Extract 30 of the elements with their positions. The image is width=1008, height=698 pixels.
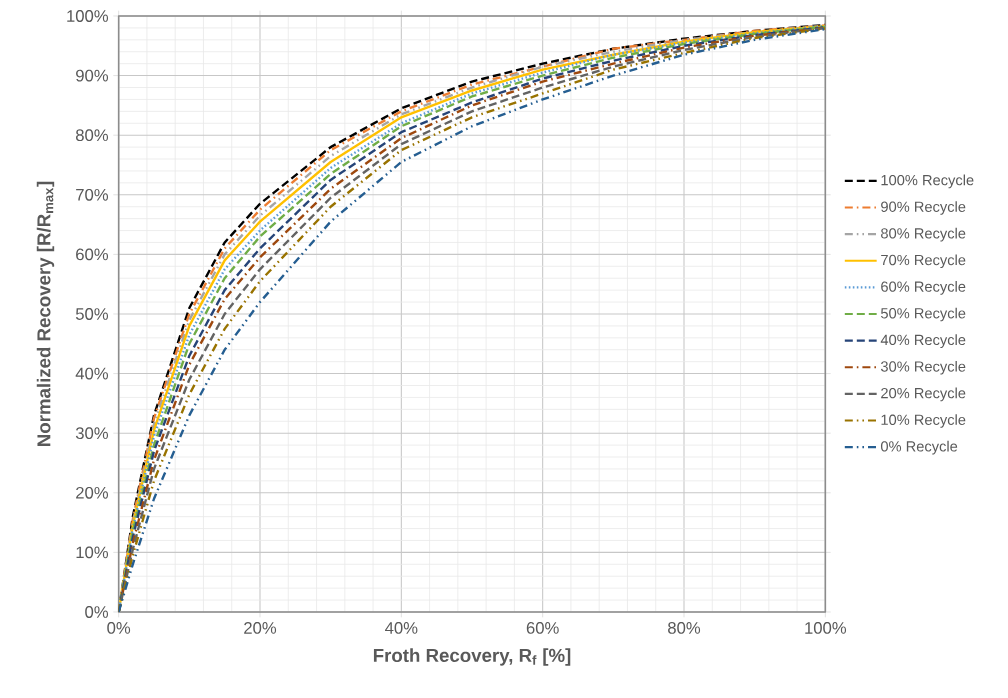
legend-label: 80% Recycle xyxy=(881,227,966,242)
x-tick-label: 100% xyxy=(805,622,847,634)
legend-label: 70% Recycle xyxy=(881,254,966,269)
y-tick-label: 0% xyxy=(85,606,109,618)
legend-label: 60% Recycle xyxy=(881,281,966,295)
x-tick-label: 40% xyxy=(385,622,418,634)
x-tick-label: 80% xyxy=(668,622,701,634)
x-tick-label: 20% xyxy=(244,622,277,634)
legend-label: 10% Recycle xyxy=(881,414,966,428)
legend-label: 0% Recycle xyxy=(880,440,958,455)
legend-label: 30% Recycle xyxy=(880,360,966,375)
y-tick-label: 90% xyxy=(76,69,109,82)
y-tick-label: 10% xyxy=(76,546,109,559)
legend-label: 100% Recycle xyxy=(881,174,974,189)
y-tick-label: 30% xyxy=(75,427,109,440)
y-tick-label: 40% xyxy=(75,367,109,380)
y-tick-label: 80% xyxy=(76,129,109,142)
legend-label: 50% Recycle xyxy=(880,307,966,322)
y-axis-title: Normalized Recovery [R/R$_{max}$] xyxy=(36,181,55,446)
legend-label: 90% Recycle xyxy=(881,201,966,215)
y-tick-label: 100% xyxy=(67,10,109,22)
x-axis-title: Froth Recovery, R$_{f}$ [%] xyxy=(373,648,571,666)
x-tick-label: 60% xyxy=(526,622,559,634)
legend-label: 20% Recycle xyxy=(881,387,966,402)
y-tick-label: 60% xyxy=(76,248,109,261)
x-tick-label: 0% xyxy=(107,622,131,634)
y-tick-label: 20% xyxy=(76,486,109,499)
y-tick-label: 70% xyxy=(76,188,109,201)
legend-label: 40% Recycle xyxy=(880,334,966,348)
y-tick-label: 50% xyxy=(75,308,109,320)
